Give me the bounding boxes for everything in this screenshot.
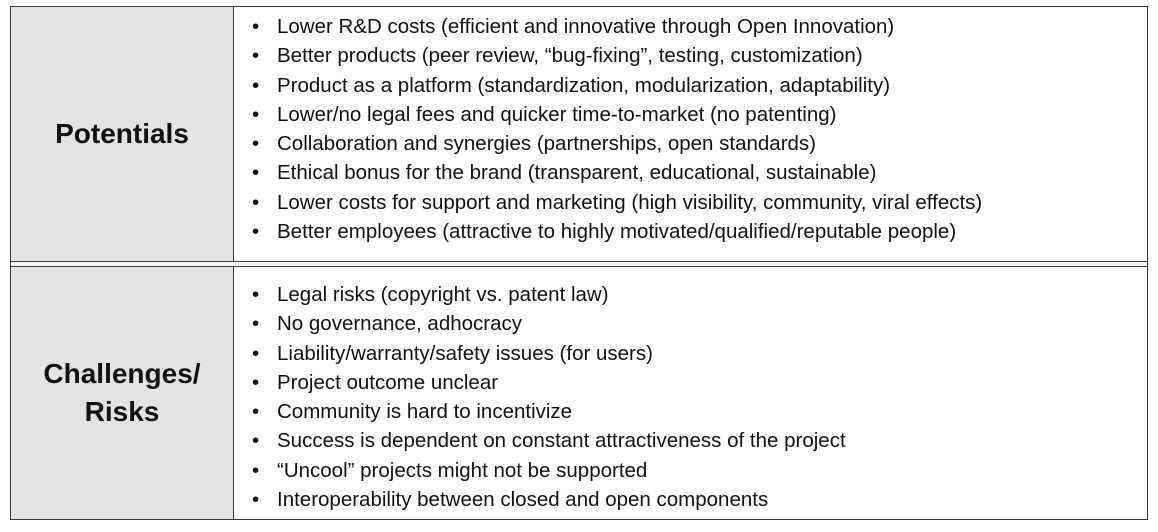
potentials-list-cell: Lower R&D costs (efficient and innovativ… xyxy=(234,7,1147,261)
challenges-risks-item: “Uncool” projects might not be supported xyxy=(248,456,1147,486)
potentials-row: Potentials Lower R&D costs (efficient an… xyxy=(11,7,1147,261)
potentials-item: Better products (peer review, “bug-fixin… xyxy=(248,41,1147,71)
potentials-list: Lower R&D costs (efficient and innovativ… xyxy=(248,12,1147,247)
challenges-risks-item: Interoperability between closed and open… xyxy=(248,485,1147,515)
potentials-item: Collaboration and synergies (partnership… xyxy=(248,129,1147,159)
potentials-item: Better employees (attractive to highly m… xyxy=(248,217,1147,247)
row-divider xyxy=(11,261,1147,267)
challenges-risks-label: Challenges/ Risks xyxy=(43,355,200,431)
challenges-risks-item: No governance, adhocracy xyxy=(248,309,1147,339)
potentials-item: Lower R&D costs (efficient and innovativ… xyxy=(248,12,1147,42)
challenges-risks-label-cell: Challenges/ Risks xyxy=(11,267,234,519)
potentials-label: Potentials xyxy=(55,115,189,153)
challenges-risks-item: Project outcome unclear xyxy=(248,368,1147,398)
potentials-label-line: Potentials xyxy=(55,118,189,149)
potentials-item: Lower costs for support and marketing (h… xyxy=(248,188,1147,218)
challenges-risks-item: Liability/warranty/safety issues (for us… xyxy=(248,339,1147,369)
challenges-risks-item: Legal risks (copyright vs. patent law) xyxy=(248,280,1147,310)
comparison-table: Potentials Lower R&D costs (efficient an… xyxy=(10,6,1148,520)
potentials-item: Ethical bonus for the brand (transparent… xyxy=(248,158,1147,188)
challenges-risks-list-cell: Legal risks (copyright vs. patent law) N… xyxy=(234,267,1147,519)
challenges-risks-label-line: Challenges/ xyxy=(43,358,201,389)
potentials-item: Product as a platform (standardization, … xyxy=(248,71,1147,101)
challenges-risks-item: Community is hard to incentivize xyxy=(248,397,1147,427)
challenges-risks-item: Success is dependent on constant attract… xyxy=(248,426,1147,456)
challenges-risks-label-line: Risks xyxy=(84,396,160,427)
challenges-risks-list: Legal risks (copyright vs. patent law) N… xyxy=(248,280,1147,515)
potentials-label-cell: Potentials xyxy=(11,7,234,261)
challenges-risks-row: Challenges/ Risks Legal risks (copyright… xyxy=(11,267,1147,519)
potentials-item: Lower/no legal fees and quicker time-to-… xyxy=(248,100,1147,130)
